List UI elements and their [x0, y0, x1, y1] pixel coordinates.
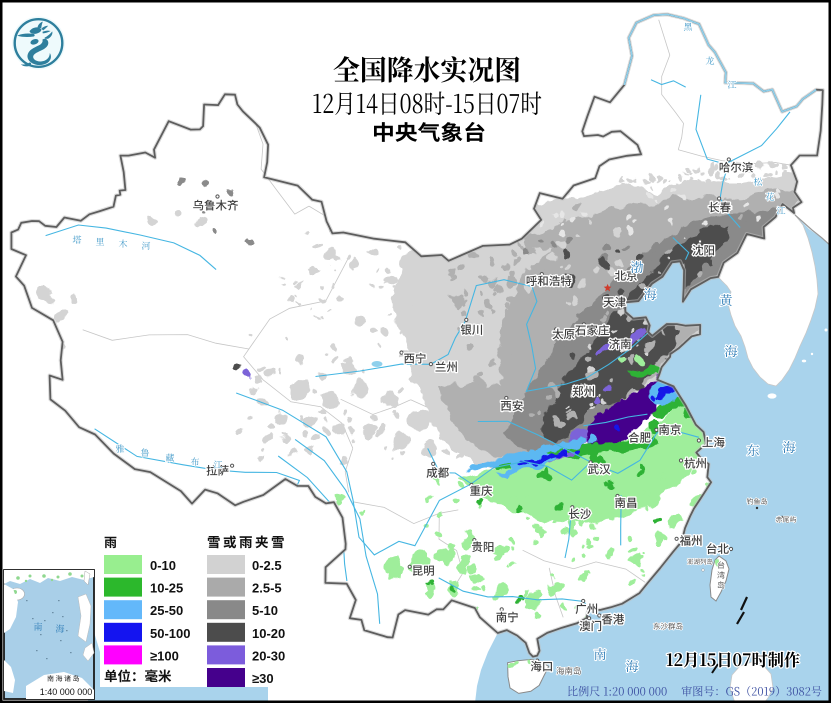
- svg-text:10-25: 10-25: [150, 581, 183, 596]
- svg-text:20-30: 20-30: [252, 648, 285, 663]
- svg-text:1:40 000 000: 1:40 000 000: [40, 687, 93, 697]
- svg-text:0-2.5: 0-2.5: [252, 558, 282, 573]
- svg-text:10-20: 10-20: [252, 626, 285, 641]
- svg-text:2.5-5: 2.5-5: [252, 581, 282, 596]
- svg-text:0-10: 0-10: [150, 558, 176, 573]
- svg-text:≥30: ≥30: [252, 671, 274, 686]
- svg-text:25-50: 25-50: [150, 603, 183, 618]
- svg-text:5-10: 5-10: [252, 603, 278, 618]
- svg-text:≥100: ≥100: [150, 648, 179, 663]
- svg-text:50-100: 50-100: [150, 626, 190, 641]
